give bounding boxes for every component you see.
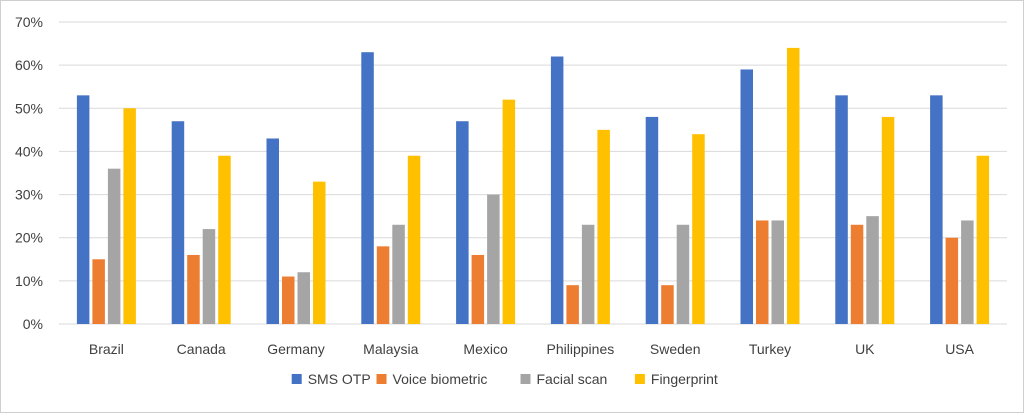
bar-voice-biometric: [376, 246, 390, 324]
bar-fingerprint: [692, 134, 705, 324]
bar-fingerprint: [123, 108, 136, 325]
bar-sms-otp: [361, 52, 374, 324]
y-axis-ticks: 0% 10% 20% 30% 40% 50% 60% 70%: [15, 14, 43, 332]
bar-fingerprint: [976, 155, 990, 324]
bar-fingerprint: [597, 129, 610, 324]
bar-fingerprint: [313, 181, 326, 324]
bar-sms-otp: [835, 95, 848, 324]
bar-facial-scan: [676, 224, 690, 324]
bar-voice-biometric: [566, 285, 579, 324]
bar-voice-biometric: [661, 285, 674, 324]
x-category-label: Philippines: [547, 341, 615, 357]
bar-sms-otp: [171, 121, 185, 324]
legend-label: Facial scan: [537, 371, 608, 387]
bar-sms-otp: [740, 69, 753, 324]
bar-voice-biometric: [850, 224, 864, 324]
bar-voice-biometric: [945, 237, 959, 324]
x-category-label: Canada: [177, 341, 226, 357]
y-tick-label: 50%: [15, 100, 43, 116]
x-category-label: Sweden: [650, 341, 701, 357]
y-tick-label: 0%: [23, 316, 43, 332]
bar-fingerprint: [218, 155, 231, 324]
bar-sms-otp: [930, 95, 943, 324]
y-tick-label: 10%: [15, 273, 43, 289]
y-tick-label: 30%: [15, 187, 43, 203]
bar-voice-biometric: [92, 259, 105, 324]
bar-facial-scan: [866, 216, 879, 324]
x-category-label: Germany: [267, 341, 325, 357]
y-tick-label: 40%: [15, 143, 43, 159]
x-category-label: Malaysia: [363, 341, 418, 357]
y-tick-label: 70%: [15, 14, 43, 30]
bar-facial-scan: [392, 224, 405, 324]
bar-facial-scan: [297, 272, 310, 324]
legend-swatch: [376, 374, 387, 384]
bar-voice-biometric: [756, 220, 769, 324]
legend-label: Voice biometric: [393, 371, 488, 387]
bar-sms-otp: [550, 56, 564, 325]
bar-sms-otp: [76, 95, 90, 324]
bar-voice-biometric: [187, 254, 200, 324]
bar-facial-scan: [771, 220, 784, 324]
bars: [76, 47, 990, 325]
y-tick-label: 60%: [15, 57, 43, 73]
bar-facial-scan: [107, 168, 121, 324]
legend: SMS OTP Voice biometric Facial scan Fingerp…: [291, 371, 718, 387]
bar-facial-scan: [487, 194, 500, 324]
legend-swatch: [520, 374, 531, 384]
bar-facial-scan: [961, 220, 974, 324]
legend-label: SMS OTP: [308, 371, 371, 387]
legend-swatch: [634, 374, 645, 384]
x-category-label: Mexico: [463, 341, 508, 357]
gridlines: [59, 21, 1007, 325]
x-axis: Brazil Canada Germany Malaysia Mexico Philipp…: [89, 341, 975, 357]
x-category-label: Turkey: [749, 341, 791, 357]
bar-voice-biometric: [471, 254, 485, 324]
bar-fingerprint: [407, 155, 421, 324]
bar-facial-scan: [581, 224, 595, 324]
bar-sms-otp: [645, 116, 659, 325]
bar-sms-otp: [266, 138, 279, 324]
x-category-label: USA: [945, 341, 974, 357]
x-category-label: UK: [855, 341, 875, 357]
bar-facial-scan: [202, 229, 216, 324]
legend-swatch: [291, 374, 302, 384]
bar-sms-otp: [456, 121, 469, 324]
bar-fingerprint: [787, 47, 800, 325]
bar-voice-biometric: [282, 276, 295, 324]
y-tick-label: 20%: [15, 230, 43, 246]
x-category-label: Brazil: [89, 341, 124, 357]
bar-fingerprint: [881, 116, 895, 325]
legend-label: Fingerprint: [651, 371, 718, 387]
bar-fingerprint: [502, 99, 516, 325]
